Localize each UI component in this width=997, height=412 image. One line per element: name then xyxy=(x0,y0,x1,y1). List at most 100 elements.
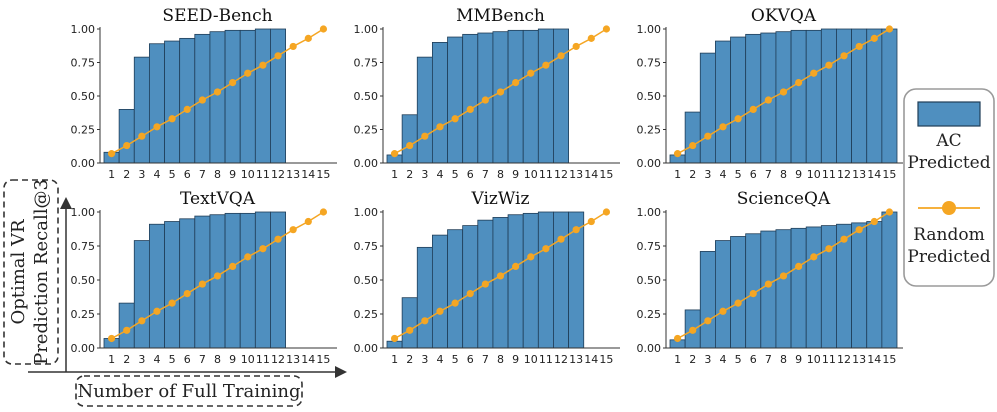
point-random-predicted xyxy=(512,262,520,270)
x-tick-label: 13 xyxy=(286,168,300,181)
point-random-predicted xyxy=(749,105,757,113)
y-tick-label: 0.50 xyxy=(637,274,662,287)
x-tick-label: 1 xyxy=(391,353,398,366)
legend-ac-line2: Predicted xyxy=(907,153,990,173)
chart-title: ScienceQA xyxy=(737,189,831,209)
point-random-predicted xyxy=(704,132,712,140)
x-tick-label: 9 xyxy=(512,353,519,366)
point-random-predicted xyxy=(123,326,131,334)
point-random-predicted xyxy=(572,226,580,234)
bar-ac-predicted xyxy=(790,227,807,349)
y-label-box xyxy=(3,179,59,365)
x-tick-label: 1 xyxy=(391,168,398,181)
point-random-predicted xyxy=(587,217,595,226)
point-random-predicted xyxy=(138,317,146,325)
x-tick-label: 1 xyxy=(674,168,681,181)
y-tick-label: 0.25 xyxy=(71,124,96,137)
bar-ac-predicted xyxy=(715,240,731,349)
bar-ac-predicted xyxy=(553,211,570,349)
point-random-predicted xyxy=(689,141,697,150)
y-tick-label: 1.00 xyxy=(637,23,662,36)
x-tick-label: 9 xyxy=(795,168,802,181)
point-random-predicted xyxy=(138,132,146,140)
bar-ac-predicted xyxy=(118,302,135,349)
y-tick-label: 0.00 xyxy=(637,157,662,170)
x-tick-label: 14 xyxy=(867,168,881,181)
bar-ac-predicted xyxy=(553,28,570,164)
point-random-predicted xyxy=(107,150,116,158)
point-random-predicted xyxy=(153,307,161,315)
x-tick-label: 9 xyxy=(229,168,236,181)
bar-ac-predicted xyxy=(447,36,464,164)
y-tick-label: 0.25 xyxy=(354,124,379,137)
y-tick-label: 0.25 xyxy=(637,124,662,137)
point-random-predicted xyxy=(572,42,580,51)
x-tick-label: 12 xyxy=(271,353,285,366)
point-random-predicted xyxy=(168,115,176,123)
x-tick-label: 2 xyxy=(689,168,696,181)
point-random-predicted xyxy=(795,262,803,270)
x-tick-label: 5 xyxy=(169,168,176,181)
x-tick-label: 4 xyxy=(719,353,726,366)
x-label-box xyxy=(75,375,303,407)
legend-random-marker xyxy=(942,201,956,215)
point-random-predicted xyxy=(481,280,489,288)
point-random-predicted xyxy=(810,253,818,261)
x-tick-label: 15 xyxy=(316,168,330,181)
bar-ac-predicted xyxy=(224,212,241,349)
bar-ac-predicted xyxy=(148,223,165,349)
bar-ac-predicted xyxy=(715,40,731,164)
point-random-predicted xyxy=(198,280,206,288)
x-tick-label: 5 xyxy=(735,168,742,181)
point-random-predicted xyxy=(229,262,237,270)
point-random-predicted xyxy=(451,115,459,123)
legend: AC Predicted Random Predicted xyxy=(903,88,995,287)
bar-ac-predicted xyxy=(224,29,241,164)
point-random-predicted xyxy=(825,61,833,69)
bar-ac-predicted xyxy=(270,211,287,349)
x-tick-label: 13 xyxy=(569,353,583,366)
point-random-predicted xyxy=(764,280,772,288)
legend-ac-swatch xyxy=(917,101,981,127)
x-tick-label: 15 xyxy=(882,168,896,181)
bar-ac-predicted xyxy=(805,29,822,164)
point-random-predicted xyxy=(304,217,312,226)
chart-title: TextVQA xyxy=(180,189,256,209)
point-random-predicted xyxy=(390,334,399,343)
x-tick-label: 15 xyxy=(599,168,613,181)
x-tick-label: 15 xyxy=(882,353,896,366)
point-random-predicted xyxy=(527,253,535,261)
x-tick-label: 10 xyxy=(807,353,821,366)
x-tick-label: 11 xyxy=(256,353,270,366)
bar-ac-predicted xyxy=(730,236,747,349)
y-tick-label: 0.75 xyxy=(354,57,379,70)
point-random-predicted xyxy=(734,299,742,307)
bar-ac-predicted xyxy=(492,31,509,164)
bar-ac-predicted xyxy=(760,230,777,349)
y-tick-label: 0.75 xyxy=(354,240,379,253)
point-random-predicted xyxy=(704,317,712,325)
x-tick-label: 8 xyxy=(780,168,787,181)
bar-ac-predicted xyxy=(522,212,539,349)
bar-ac-predicted xyxy=(270,28,287,164)
x-tick-label: 11 xyxy=(539,353,553,366)
bar-ac-predicted xyxy=(507,214,524,349)
bar-ac-predicted xyxy=(492,217,509,349)
point-random-predicted xyxy=(481,96,489,104)
y-tick-label: 0.25 xyxy=(354,308,379,321)
x-tick-label: 8 xyxy=(780,353,787,366)
point-random-predicted xyxy=(390,150,399,158)
point-random-predicted xyxy=(213,88,222,96)
chart-title: MMBench xyxy=(456,6,545,26)
y-tick-label: 0.50 xyxy=(637,90,662,103)
x-tick-label: 11 xyxy=(539,168,553,181)
point-random-predicted xyxy=(855,42,863,51)
point-random-predicted xyxy=(319,208,328,216)
x-tick-label: 10 xyxy=(524,168,538,181)
